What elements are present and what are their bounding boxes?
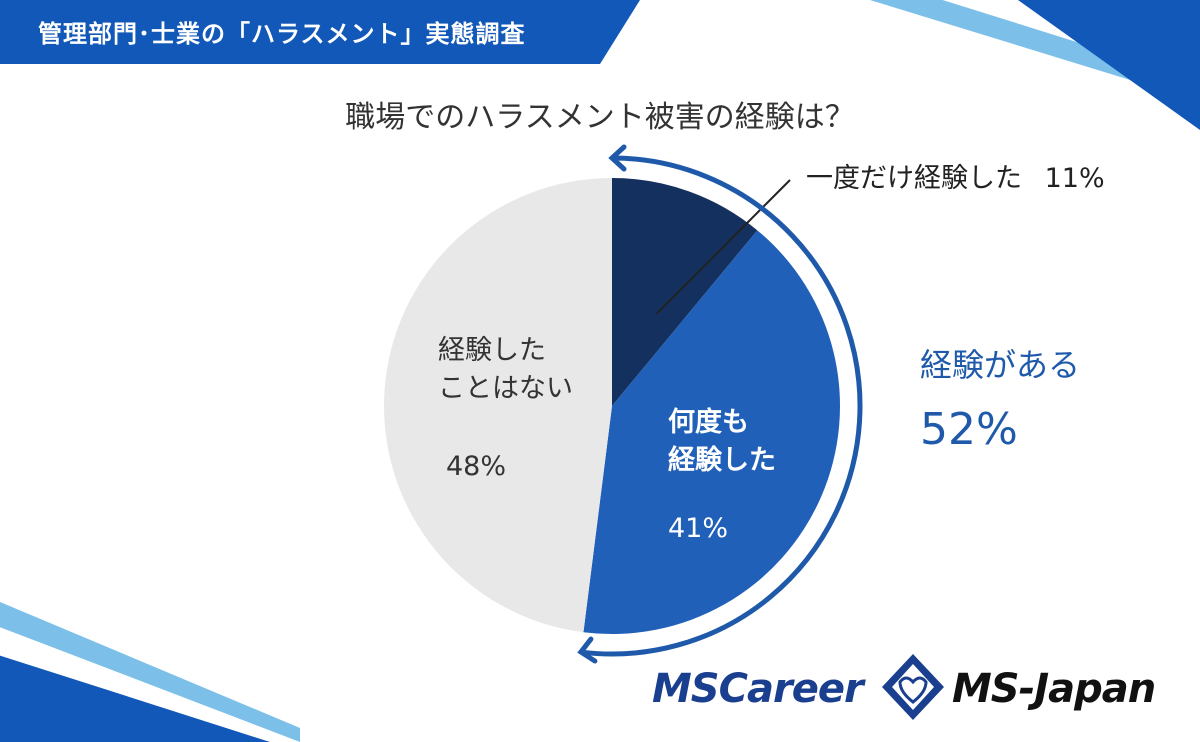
group-annotation: 経験がある 52% [920,340,1080,455]
slice-label-never-line2: ことはない [438,373,573,404]
logo-ms-japan: MS-Japan [952,666,1156,712]
slice-label-many-value: 41% [668,513,729,544]
chart-title: 職場でのハラスメント被害の経験は？ [345,100,855,135]
slice-label-once-text: 一度だけ経験した [806,163,1022,194]
leader-line [655,179,791,315]
group-annotation-label: 経験がある [920,346,1081,384]
pie-slice-many-times [583,230,840,634]
slice-label-never-value: 48% [446,451,507,482]
arrowhead-bottom-icon [577,636,598,664]
slice-label-once: 一度だけ経験した 11% [806,160,1105,198]
group-annotation-value: 52% [920,404,1018,455]
ms-japan-emblem-icon [882,654,944,720]
pie-slice-once [612,178,758,406]
slice-label-never-line1: 経験した [438,335,546,366]
header-title: 管理部門･士業の「ハラスメント」実態調査 [38,20,526,48]
logo-mscareer: MSCareer [652,666,864,712]
group-bracket-arc [580,155,863,657]
slice-label-many-times: 何度も 経験した 41% [668,404,776,548]
arrowhead-top-icon [608,144,627,172]
header-banner [0,0,640,64]
slice-label-many-line2: 経験した [668,445,776,476]
slice-label-once-value: 11% [1044,163,1105,194]
slice-label-never: 経験した ことはない 48% [438,332,573,486]
pie-slice-never [383,178,612,633]
slice-label-many-line1: 何度も [668,407,749,438]
